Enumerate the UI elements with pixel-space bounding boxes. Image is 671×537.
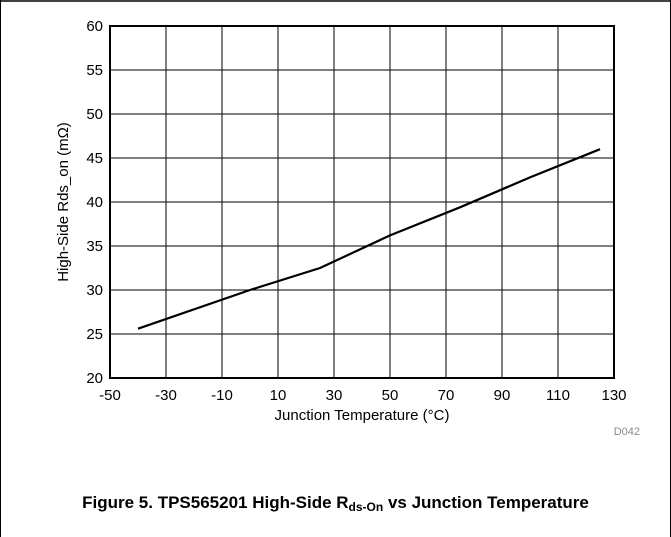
series-line: [137, 148, 601, 330]
x-tick-label: -30: [155, 387, 177, 404]
y-tick-label: 50: [86, 106, 103, 123]
figure-caption: Figure 5. TPS565201 High-Side Rds-On vs …: [0, 492, 671, 518]
x-tick-label: 50: [382, 387, 399, 404]
y-tick-labels: 20 25 30 35 40 45 50 55 60: [86, 18, 103, 387]
document-code: D042: [614, 426, 640, 438]
x-tick-label: -10: [211, 387, 233, 404]
y-tick-label: 55: [86, 62, 103, 79]
x-axis-title: Junction Temperature (°C): [275, 407, 450, 424]
y-tick-label: 20: [86, 370, 103, 387]
y-axis-title: High-Side Rds_on (mΩ): [55, 122, 72, 282]
x-tick-label: 10: [270, 387, 287, 404]
series-layer: [137, 148, 601, 330]
y-tick-label: 45: [86, 150, 103, 167]
x-tick-labels: -50 -30 -10 10 30 50 70 90 110 130: [99, 387, 626, 404]
gridlines: [109, 25, 615, 379]
x-tick-label: -50: [99, 387, 121, 404]
x-tick-label: 110: [546, 387, 570, 404]
x-tick-label: 130: [601, 387, 626, 404]
y-tick-label: 35: [86, 238, 103, 255]
x-tick-label: 70: [438, 387, 455, 404]
y-tick-label: 30: [86, 282, 103, 299]
caption-suffix: vs Junction Temperature: [383, 493, 589, 512]
y-tick-label: 60: [86, 18, 103, 35]
y-tick-label: 25: [86, 326, 103, 343]
x-tick-label: 30: [326, 387, 343, 404]
caption-subscript: ds-On: [348, 500, 384, 514]
x-tick-label: 90: [494, 387, 511, 404]
plot-border: [109, 25, 615, 379]
y-tick-label: 40: [86, 194, 103, 211]
caption-prefix: Figure 5. TPS565201 High-Side R: [82, 493, 349, 512]
